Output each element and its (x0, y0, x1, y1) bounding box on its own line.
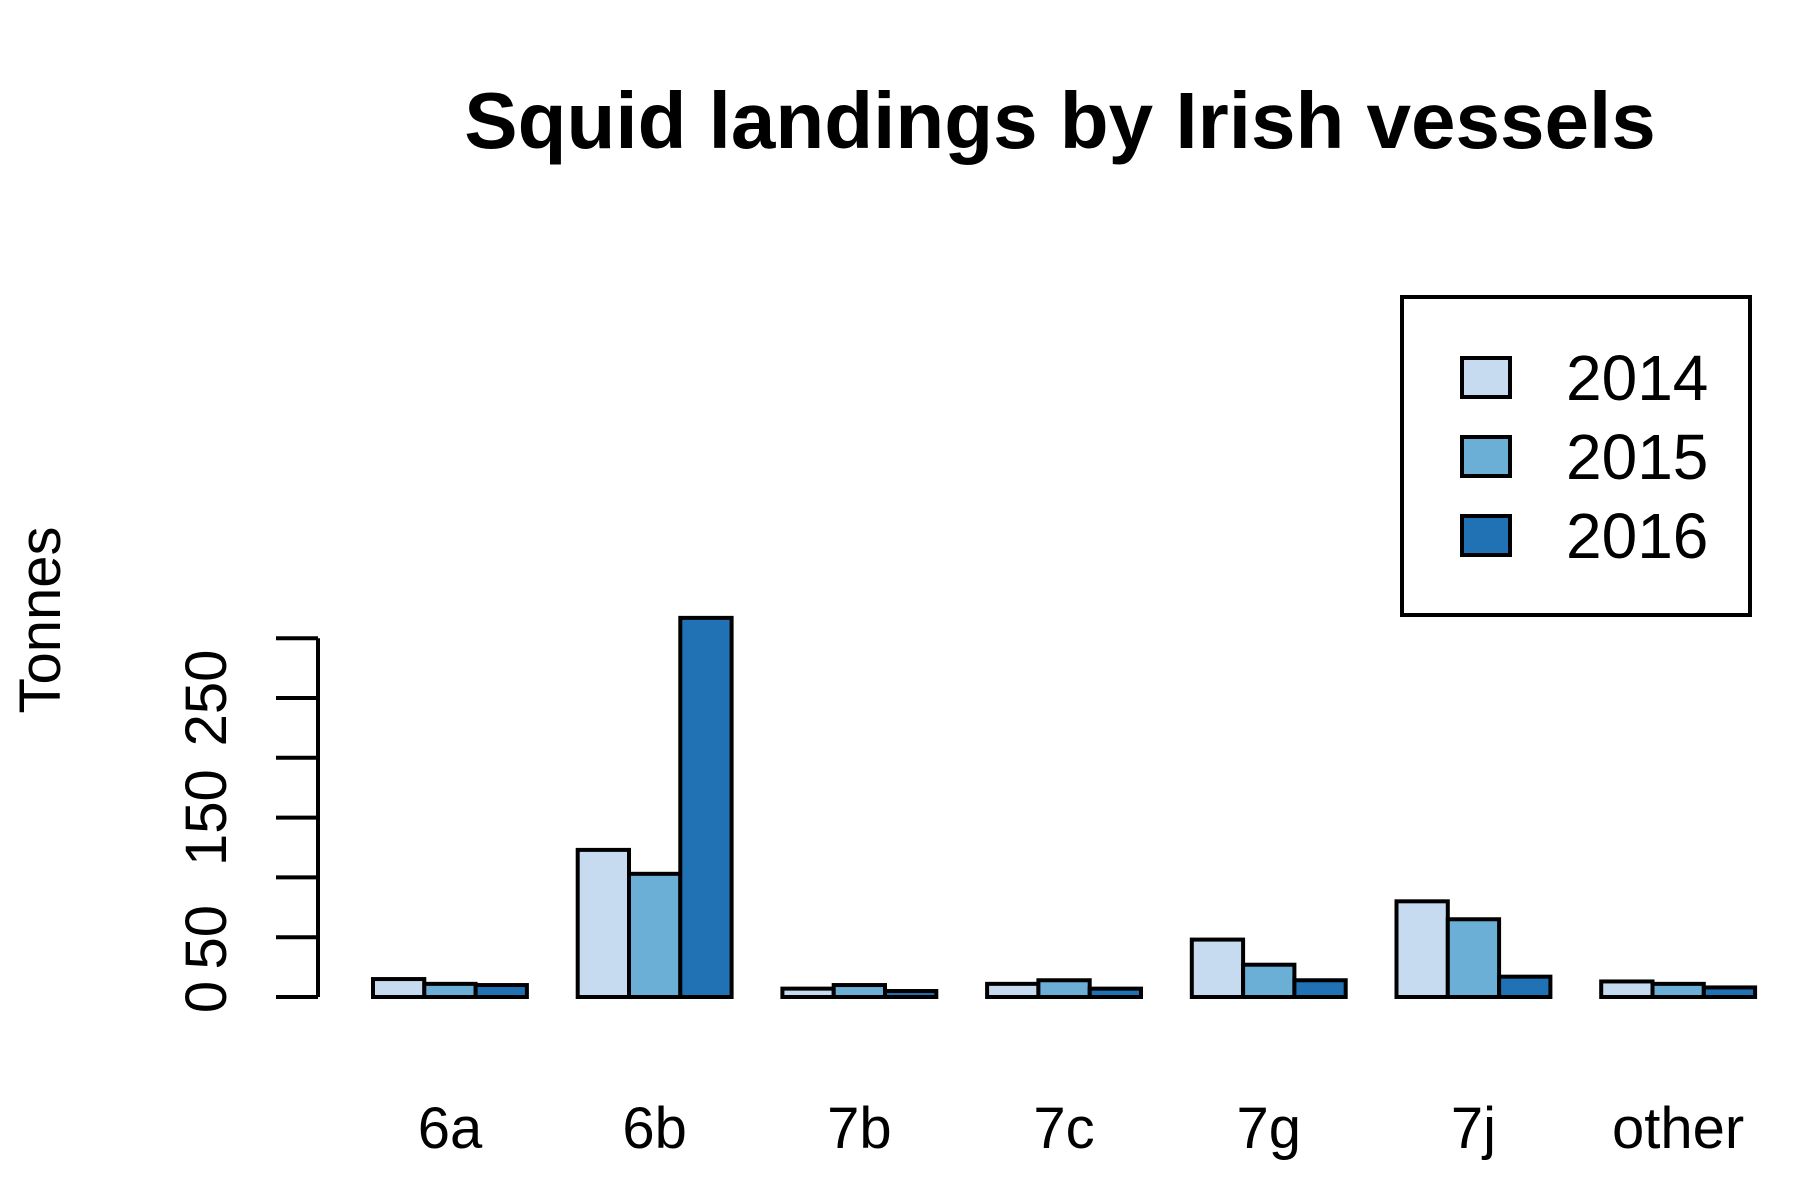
y-tick-label: 250 (174, 650, 239, 747)
chart-title: Squid landings by Irish vessels (464, 76, 1655, 165)
bar-7g-2014 (1189, 937, 1246, 999)
bar-other-2016 (1701, 985, 1758, 1000)
x-tick-label: 7g (1236, 1096, 1301, 1161)
legend-swatch-2014 (1460, 356, 1512, 399)
y-tick-label: 150 (174, 769, 239, 866)
legend-label-2016: 2016 (1566, 500, 1708, 572)
legend-label-2014: 2014 (1566, 342, 1708, 414)
bar-other-2014 (1599, 979, 1655, 1000)
bar-7b-2014 (780, 986, 836, 999)
bar-7c-2014 (985, 981, 1041, 999)
x-axis-labels: 6a 6b 7b 7c 7g 7j other (418, 1096, 1745, 1161)
legend-swatch-2015 (1460, 435, 1512, 478)
bar-6b-2015 (627, 871, 683, 1000)
x-tick-label: 7j (1451, 1096, 1496, 1161)
y-axis: 0 50 150 250 (174, 636, 320, 1013)
bar-7g-2015 (1241, 962, 1297, 1000)
bar-7g-2016 (1292, 978, 1348, 999)
legend-swatch-2016 (1460, 514, 1512, 557)
x-tick-label: other (1612, 1096, 1744, 1161)
bar-6b-2016 (678, 615, 734, 999)
bar-other-2015 (1650, 981, 1706, 999)
bar-7b-2016 (883, 989, 939, 1000)
bar-7c-2016 (1087, 986, 1143, 999)
bar-6a-2016 (473, 983, 529, 999)
x-tick-label: 6b (622, 1096, 687, 1161)
bar-7c-2015 (1036, 978, 1092, 999)
bar-7j-2015 (1445, 917, 1502, 1000)
bar-6a-2015 (422, 981, 478, 999)
x-tick-label: 7b (827, 1096, 892, 1161)
bar-7b-2015 (831, 983, 888, 999)
y-tick-label: 0 (174, 981, 239, 1013)
x-tick-label: 6a (418, 1096, 483, 1161)
bar-7j-2016 (1497, 974, 1553, 1000)
bar-7j-2014 (1394, 899, 1450, 1000)
y-axis-label: Tonnes (8, 526, 73, 713)
plot-area (371, 615, 1758, 1000)
bar-6b-2014 (575, 847, 632, 1000)
y-tick-label: 50 (174, 905, 239, 970)
x-tick-label: 7c (1033, 1096, 1094, 1161)
legend-label-2015: 2015 (1566, 421, 1708, 493)
bar-6a-2014 (371, 977, 427, 999)
